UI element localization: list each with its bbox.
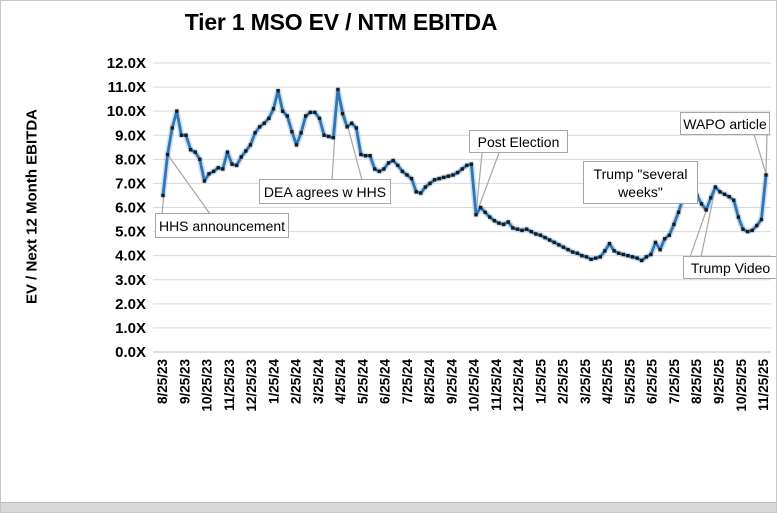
svg-text:6/25/25: 6/25/25	[645, 359, 660, 405]
svg-text:5/25/25: 5/25/25	[622, 359, 637, 405]
callout-post-election: Post Election	[469, 130, 568, 153]
svg-text:0.0X: 0.0X	[115, 344, 146, 361]
svg-text:4.0X: 4.0X	[115, 248, 146, 265]
chart-title: Tier 1 MSO EV / NTM EBITDA	[184, 9, 498, 35]
svg-text:12/25/23: 12/25/23	[244, 359, 259, 412]
svg-text:11/25/24: 11/25/24	[489, 359, 504, 411]
svg-text:6/25/24: 6/25/24	[378, 359, 393, 405]
svg-text:8/25/23: 8/25/23	[155, 359, 170, 405]
svg-text:2.0X: 2.0X	[115, 296, 146, 313]
y-axis-title: EV / Next 12 Month EBITDA	[23, 108, 41, 305]
svg-text:4/25/24: 4/25/24	[333, 359, 348, 405]
svg-text:1/25/24: 1/25/24	[266, 359, 281, 405]
svg-text:4/25/25: 4/25/25	[600, 359, 615, 405]
svg-text:10/25/25: 10/25/25	[734, 359, 749, 412]
svg-text:11/25/23: 11/25/23	[222, 359, 237, 411]
svg-text:8/25/24: 8/25/24	[422, 359, 437, 405]
callout-trump-video: Trump Video	[683, 256, 776, 279]
svg-text:10.0X: 10.0X	[107, 103, 146, 120]
svg-text:11/25/25: 11/25/25	[756, 359, 771, 411]
svg-text:8/25/25: 8/25/25	[689, 359, 704, 405]
svg-text:3/25/25: 3/25/25	[578, 359, 593, 405]
svg-text:12.0X: 12.0X	[107, 55, 146, 72]
svg-text:11.0X: 11.0X	[108, 79, 146, 96]
svg-text:12/25/24: 12/25/24	[511, 359, 526, 412]
svg-text:9.0X: 9.0X	[115, 127, 146, 144]
svg-text:7/25/24: 7/25/24	[400, 359, 415, 405]
svg-text:9/25/24: 9/25/24	[444, 359, 459, 405]
svg-text:6.0X: 6.0X	[115, 200, 146, 217]
window-bottom-edge	[1, 502, 776, 512]
callout-hhs-announcement: HHS announcement	[155, 213, 289, 238]
svg-text:5.0X: 5.0X	[115, 224, 146, 241]
callout-wapo-article: WAPO article	[680, 112, 770, 135]
svg-text:7.0X: 7.0X	[115, 175, 146, 192]
svg-text:8.0X: 8.0X	[115, 151, 146, 168]
svg-text:2/25/25: 2/25/25	[556, 359, 571, 405]
svg-text:1.0X: 1.0X	[115, 320, 146, 337]
svg-text:1/25/25: 1/25/25	[533, 359, 548, 405]
svg-text:3/25/24: 3/25/24	[311, 359, 326, 405]
svg-text:5/25/24: 5/25/24	[355, 359, 370, 405]
svg-text:9/25/23: 9/25/23	[177, 359, 192, 405]
svg-text:3.0X: 3.0X	[115, 272, 146, 289]
svg-text:10/25/23: 10/25/23	[200, 359, 215, 412]
svg-text:2/25/24: 2/25/24	[289, 359, 304, 405]
svg-text:7/25/25: 7/25/25	[667, 359, 682, 405]
callout-trump-several-weeks: Trump "several weeks"	[583, 161, 698, 204]
svg-text:9/25/25: 9/25/25	[712, 359, 727, 405]
svg-text:10/25/24: 10/25/24	[467, 359, 482, 412]
callout-dea-agrees: DEA agrees w HHS	[259, 179, 391, 204]
